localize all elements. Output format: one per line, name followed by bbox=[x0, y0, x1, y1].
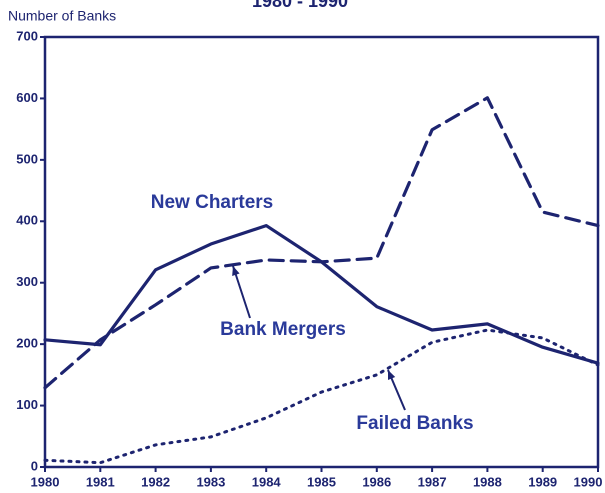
chart-title: 1980 - 1990 bbox=[252, 0, 348, 11]
series-label: Failed Banks bbox=[356, 413, 473, 434]
y-tick-label: 200 bbox=[16, 336, 38, 351]
y-tick-label: 100 bbox=[16, 397, 38, 412]
x-tick-label: 1983 bbox=[196, 474, 225, 489]
y-tick-label: 0 bbox=[31, 458, 38, 473]
plot-frame bbox=[43, 35, 600, 469]
y-axis-label: Number of Banks bbox=[8, 8, 116, 24]
x-tick-label: 1980 bbox=[31, 474, 60, 489]
series-line bbox=[43, 328, 600, 465]
x-tick-label: 1986 bbox=[362, 474, 391, 489]
x-tick-label: 1988 bbox=[473, 474, 502, 489]
x-tick-label: 1990 bbox=[574, 474, 603, 489]
x-tick-label: 1987 bbox=[418, 474, 447, 489]
x-tick-label: 1982 bbox=[141, 474, 170, 489]
x-tick-label: 1985 bbox=[307, 474, 336, 489]
y-tick-label: 500 bbox=[16, 151, 38, 166]
arrow-head bbox=[388, 370, 396, 380]
x-tick-label: 1981 bbox=[86, 474, 115, 489]
y-tick-label: 700 bbox=[16, 28, 38, 43]
series-line bbox=[43, 223, 600, 365]
x-tick-label: 1984 bbox=[252, 474, 282, 489]
arrow-head bbox=[232, 266, 240, 276]
y-tick-label: 600 bbox=[16, 90, 38, 105]
y-tick-label: 400 bbox=[16, 213, 38, 228]
series-label: New Charters bbox=[151, 192, 274, 213]
series-line bbox=[43, 96, 600, 390]
x-tick-label: 1989 bbox=[528, 474, 557, 489]
series-label: Bank Mergers bbox=[220, 319, 346, 340]
y-tick-label: 300 bbox=[16, 274, 38, 289]
